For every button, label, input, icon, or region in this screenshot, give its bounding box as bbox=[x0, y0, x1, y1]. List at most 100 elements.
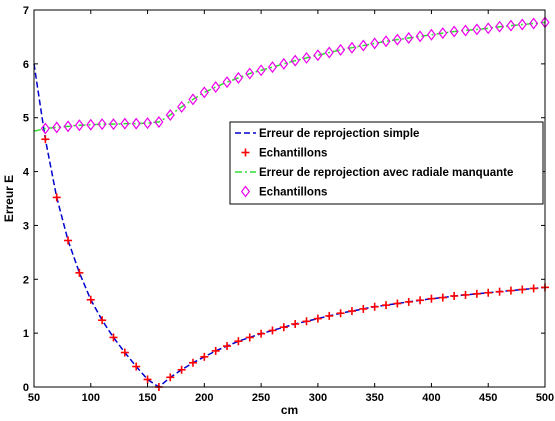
data-point-diamond bbox=[495, 20, 505, 33]
data-point-diamond bbox=[256, 64, 266, 77]
x-axis-title: cm bbox=[281, 403, 298, 417]
legend-entry: Erreur de reprojection simple bbox=[235, 128, 419, 140]
data-point-diamond bbox=[131, 117, 141, 130]
data-point-plus bbox=[495, 287, 504, 296]
data-point-plus bbox=[279, 323, 288, 332]
data-point-diamond bbox=[40, 122, 50, 135]
data-point-diamond bbox=[290, 54, 300, 67]
x-tick-label: 50 bbox=[28, 392, 40, 404]
x-tick-label: 100 bbox=[82, 392, 100, 404]
data-point-diamond bbox=[177, 100, 187, 113]
data-point-plus bbox=[313, 314, 322, 323]
data-point-diamond bbox=[370, 37, 380, 50]
data-point-diamond bbox=[336, 43, 346, 56]
data-point-plus bbox=[52, 193, 61, 202]
data-point-plus bbox=[325, 311, 334, 320]
data-point-diamond bbox=[392, 33, 402, 46]
data-point-plus bbox=[177, 365, 186, 374]
data-point-plus bbox=[461, 290, 470, 299]
x-tick-label: 400 bbox=[422, 392, 440, 404]
legend-diamond-swatch bbox=[240, 185, 251, 198]
data-point-plus bbox=[382, 301, 391, 310]
data-point-diamond bbox=[358, 39, 368, 52]
data-point-diamond bbox=[143, 117, 153, 130]
data-point-diamond bbox=[63, 120, 73, 133]
data-point-diamond bbox=[267, 61, 278, 74]
data-point-plus bbox=[370, 302, 379, 311]
legend-label: Erreur de reprojection avec radiale manq… bbox=[259, 167, 513, 179]
x-tick-label: 450 bbox=[479, 392, 497, 404]
data-point-plus bbox=[143, 375, 152, 384]
x-tick-label: 350 bbox=[365, 392, 383, 404]
data-point-diamond bbox=[188, 93, 198, 106]
data-point-diamond bbox=[426, 28, 436, 41]
series-line-3 bbox=[33, 21, 546, 132]
data-point-plus bbox=[109, 333, 118, 342]
data-point-diamond bbox=[52, 121, 62, 134]
y-tick-label: 1 bbox=[23, 328, 29, 340]
data-point-plus bbox=[506, 286, 515, 295]
data-point-diamond bbox=[529, 17, 539, 30]
data-point-diamond bbox=[438, 27, 448, 40]
data-point-diamond bbox=[313, 49, 323, 62]
data-point-plus bbox=[98, 316, 107, 325]
data-point-diamond bbox=[483, 22, 493, 35]
data-point-plus bbox=[245, 333, 254, 342]
data-point-diamond bbox=[347, 41, 357, 54]
axis-ticks: 50 100 150 200 250 300 350 400 450 500 0 1 2 3 4 5 6 7 bbox=[23, 5, 554, 404]
legend-entry: Echantillons bbox=[241, 148, 327, 160]
data-point-plus bbox=[291, 319, 300, 328]
y-tick-label: 4 bbox=[23, 167, 30, 179]
data-point-plus bbox=[75, 268, 84, 277]
legend: Erreur de reprojection simple Echantillon… bbox=[229, 121, 544, 205]
data-point-plus bbox=[484, 288, 493, 297]
data-point-diamond bbox=[460, 24, 471, 37]
legend-label: Echantillons bbox=[259, 148, 327, 160]
series-layer bbox=[33, 16, 550, 391]
data-point-plus bbox=[223, 342, 232, 351]
data-point-plus bbox=[41, 135, 50, 144]
y-tick-label: 0 bbox=[23, 382, 29, 394]
x-tick-label: 200 bbox=[195, 392, 213, 404]
legend-plus-swatch bbox=[241, 148, 250, 157]
data-point-plus bbox=[393, 299, 402, 308]
data-point-diamond bbox=[381, 35, 391, 48]
data-point-plus bbox=[200, 352, 209, 361]
data-point-diamond bbox=[211, 81, 221, 94]
y-tick-label: 2 bbox=[23, 274, 29, 286]
data-point-diamond bbox=[199, 86, 209, 99]
data-point-plus bbox=[234, 337, 243, 346]
data-point-diamond bbox=[120, 117, 130, 130]
data-point-diamond bbox=[108, 118, 119, 131]
data-point-plus bbox=[268, 326, 277, 335]
data-point-diamond bbox=[97, 118, 107, 131]
data-point-plus bbox=[188, 358, 197, 367]
y-tick-label: 7 bbox=[23, 5, 29, 17]
data-point-diamond bbox=[279, 57, 289, 70]
data-point-plus bbox=[450, 291, 459, 300]
legend-entry: Erreur de reprojection avec radiale manq… bbox=[235, 167, 513, 179]
data-point-diamond bbox=[74, 119, 84, 132]
data-point-plus bbox=[472, 289, 481, 298]
plot-area-frame bbox=[33, 9, 546, 388]
data-point-plus bbox=[518, 285, 527, 294]
data-point-plus bbox=[359, 304, 368, 313]
data-point-plus bbox=[302, 317, 311, 326]
data-point-plus bbox=[336, 309, 345, 318]
data-point-diamond bbox=[506, 19, 516, 32]
data-point-diamond bbox=[301, 51, 312, 64]
data-point-diamond bbox=[86, 118, 96, 131]
x-tick-label: 300 bbox=[309, 392, 327, 404]
legend-label: Erreur de reprojection simple bbox=[259, 128, 419, 140]
series-line-1 bbox=[33, 63, 546, 388]
data-point-plus bbox=[166, 373, 175, 382]
y-tick-label: 6 bbox=[23, 59, 29, 71]
data-point-diamond bbox=[154, 116, 164, 129]
data-point-diamond bbox=[233, 71, 243, 84]
data-point-diamond bbox=[415, 30, 425, 43]
x-tick-label: 250 bbox=[252, 392, 270, 404]
y-tick-label: 5 bbox=[23, 113, 29, 125]
data-point-diamond bbox=[245, 67, 255, 80]
data-point-plus bbox=[86, 295, 95, 304]
